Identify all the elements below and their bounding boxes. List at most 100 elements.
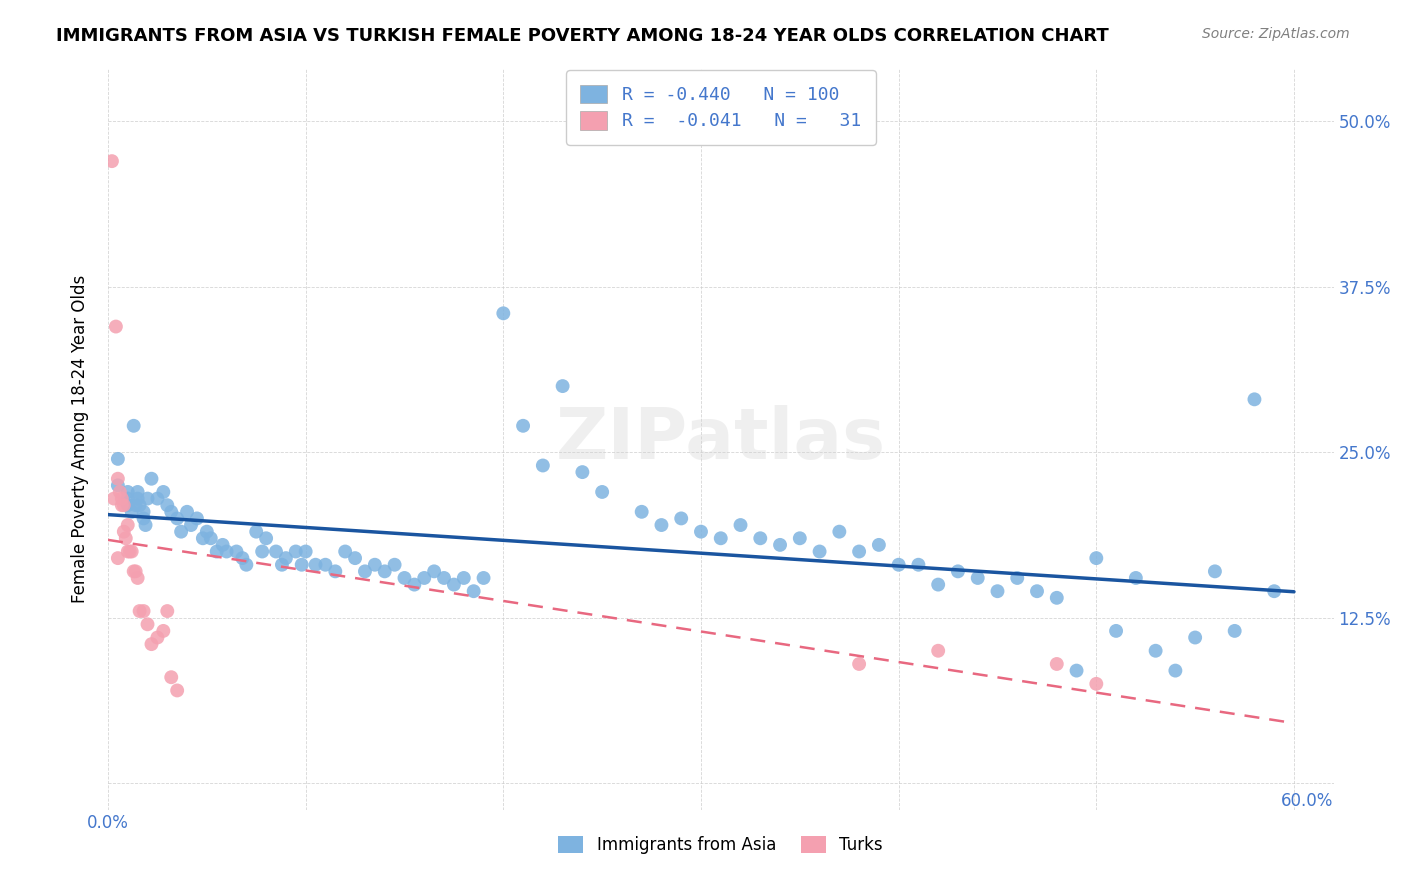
Point <box>250 544 273 558</box>
Point <box>271 558 294 572</box>
Point <box>808 544 831 558</box>
Point <box>472 571 495 585</box>
Point <box>121 544 143 558</box>
Point <box>335 544 357 558</box>
Point <box>117 544 139 558</box>
Point <box>946 565 969 579</box>
Point <box>512 418 534 433</box>
Point <box>690 524 713 539</box>
Point <box>354 565 377 579</box>
Point <box>284 544 307 558</box>
Point <box>114 531 136 545</box>
Point <box>111 491 134 506</box>
Point <box>591 485 613 500</box>
Point <box>127 571 149 585</box>
Point <box>274 551 297 566</box>
Point <box>124 498 146 512</box>
Point <box>571 465 593 479</box>
Point <box>323 565 346 579</box>
Point <box>314 558 336 572</box>
Point <box>111 498 134 512</box>
Point <box>986 584 1008 599</box>
Point <box>231 551 253 566</box>
Point <box>1243 392 1265 407</box>
Point <box>146 631 169 645</box>
Point <box>1046 591 1069 605</box>
Point <box>291 558 314 572</box>
Point <box>122 565 145 579</box>
Point <box>1026 584 1049 599</box>
Point <box>364 558 387 572</box>
Point <box>1144 644 1167 658</box>
Point <box>135 518 157 533</box>
Point <box>141 472 163 486</box>
Point <box>128 604 150 618</box>
Point <box>304 558 326 572</box>
Point <box>108 485 131 500</box>
Point <box>730 518 752 533</box>
Point <box>531 458 554 473</box>
Point <box>710 531 733 545</box>
Point <box>404 577 426 591</box>
Point <box>166 683 188 698</box>
Point <box>117 485 139 500</box>
Point <box>146 491 169 506</box>
Point <box>225 544 247 558</box>
Text: Source: ZipAtlas.com: Source: ZipAtlas.com <box>1202 27 1350 41</box>
Point <box>1184 631 1206 645</box>
Point <box>156 604 179 618</box>
Point <box>160 670 183 684</box>
Point <box>152 624 174 638</box>
Point <box>492 306 515 320</box>
Point <box>160 505 183 519</box>
Point <box>107 551 129 566</box>
Point <box>1223 624 1246 638</box>
Point <box>374 565 396 579</box>
Point <box>1085 677 1108 691</box>
Point <box>1263 584 1285 599</box>
Point <box>112 524 135 539</box>
Point <box>1204 565 1226 579</box>
Point <box>384 558 406 572</box>
Point <box>848 657 870 671</box>
Text: ZIPatlas: ZIPatlas <box>555 405 886 474</box>
Point <box>118 544 141 558</box>
Point <box>413 571 436 585</box>
Point <box>101 154 124 169</box>
Text: IMMIGRANTS FROM ASIA VS TURKISH FEMALE POVERTY AMONG 18-24 YEAR OLDS CORRELATION: IMMIGRANTS FROM ASIA VS TURKISH FEMALE P… <box>56 27 1109 45</box>
Point <box>463 584 485 599</box>
Point <box>927 644 949 658</box>
Y-axis label: Female Poverty Among 18-24 Year Olds: Female Poverty Among 18-24 Year Olds <box>72 275 89 603</box>
Point <box>136 617 159 632</box>
Point <box>132 604 155 618</box>
Point <box>103 491 125 506</box>
Point <box>127 491 149 506</box>
Point <box>200 531 222 545</box>
Legend: R = -0.440   N = 100, R =  -0.041   N =   31: R = -0.440 N = 100, R = -0.041 N = 31 <box>567 70 876 145</box>
Point <box>1046 657 1069 671</box>
Point <box>927 577 949 591</box>
Point <box>264 544 287 558</box>
Point <box>127 485 149 500</box>
Point <box>170 524 193 539</box>
Point <box>1105 624 1128 638</box>
Point <box>443 577 465 591</box>
Point <box>117 518 139 533</box>
Point <box>650 518 672 533</box>
Point <box>453 571 475 585</box>
Point <box>1007 571 1029 585</box>
Point <box>124 565 146 579</box>
Point <box>107 451 129 466</box>
Point <box>122 418 145 433</box>
Point <box>186 511 208 525</box>
Point <box>769 538 792 552</box>
Point <box>1066 664 1088 678</box>
Point <box>828 524 851 539</box>
Point <box>104 319 127 334</box>
Point <box>117 491 139 506</box>
Point <box>166 511 188 525</box>
Point <box>254 531 277 545</box>
Point <box>433 571 456 585</box>
Point <box>887 558 910 572</box>
Point <box>235 558 257 572</box>
